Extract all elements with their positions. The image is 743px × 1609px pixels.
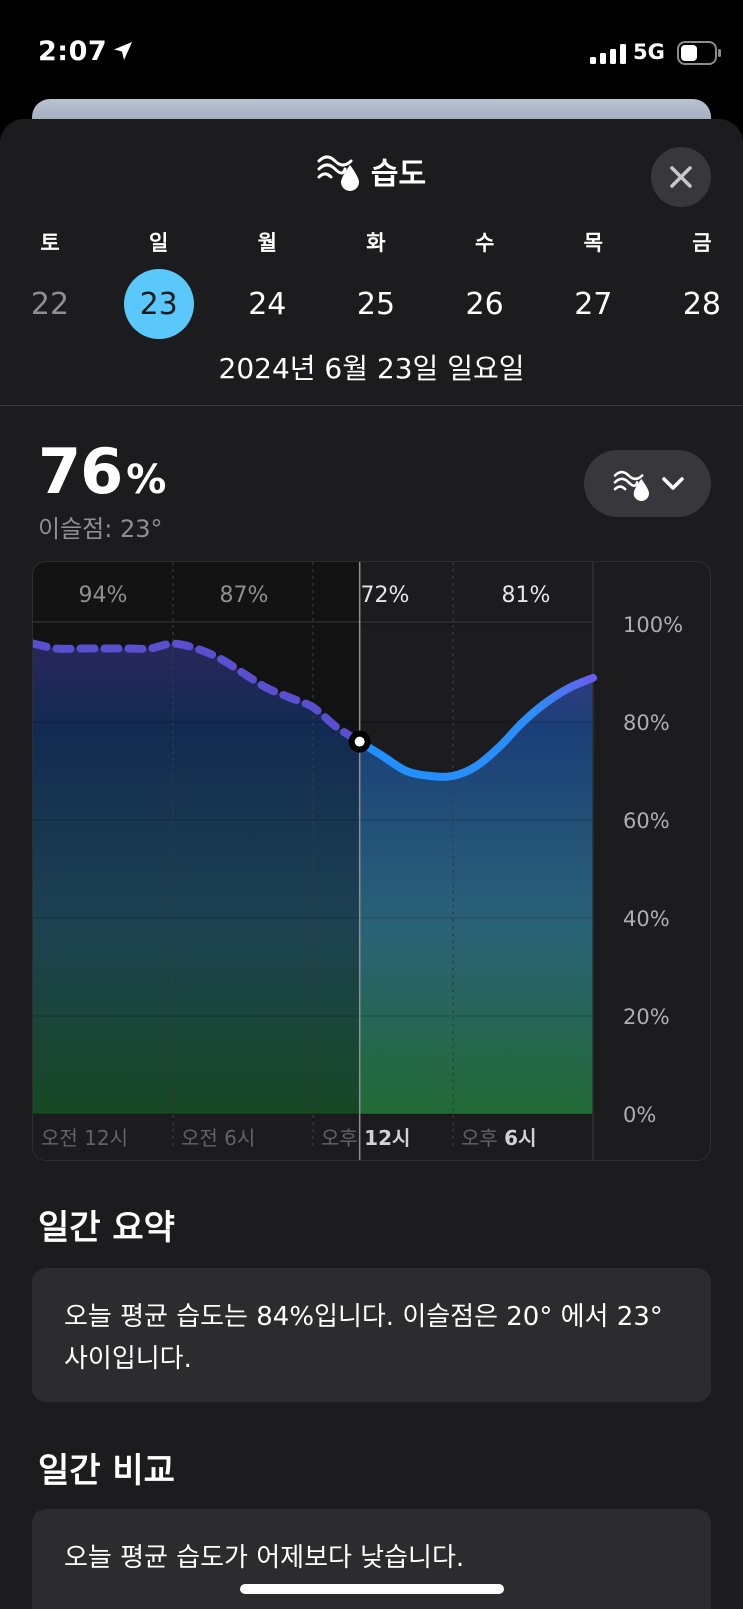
chevron-down-icon (661, 476, 684, 490)
current-humidity: 76% (38, 435, 166, 508)
network-type: 5G (633, 40, 665, 64)
humidity-icon (317, 155, 359, 191)
x-axis-tick-label: 오후 6시 (461, 1126, 537, 1150)
daily-summary-text: 오늘 평균 습도는 84%입니다. 이슬점은 20° 에서 23° 사이입니다. (64, 1302, 663, 1374)
weekday-label: 금 (692, 231, 712, 255)
date-picker-row: 22 23 24 25 26 27 28 (15, 269, 737, 339)
current-humidity-unit: % (126, 457, 166, 503)
date-button-23-selected[interactable]: 23 (123, 269, 194, 339)
sheet-header: 습도 토 일 월 화 수 목 금 22 23 24 25 26 27 28 20… (0, 119, 743, 409)
humidity-icon (613, 470, 649, 501)
daily-comparison-card: 오늘 평균 습도가 어제보다 낮습니다. (32, 1509, 711, 1609)
daily-comparison-text: 오늘 평균 습도가 어제보다 낮습니다. (64, 1543, 465, 1573)
date-button-27[interactable]: 27 (574, 286, 613, 322)
humidity-past-line (33, 639, 364, 746)
date-button-22[interactable]: 22 (30, 286, 70, 322)
y-axis-tick-label: 100% (623, 613, 683, 637)
weekday-label: 수 (474, 231, 495, 255)
weekday-label: 토 (40, 231, 60, 255)
date-button-28[interactable]: 28 (682, 286, 722, 322)
close-icon (670, 166, 692, 188)
weekday-row: 토 일 월 화 수 목 금 (15, 227, 737, 257)
humidity-sheet: 습도 토 일 월 화 수 목 금 22 23 24 25 26 27 28 20… (0, 119, 743, 1609)
date-button-24[interactable]: 24 (248, 286, 287, 322)
current-value-marker-inner (354, 736, 365, 747)
humidity-chart: 94% 87% 72% 81% 100% 80% 60% 40% 20% 0% 오전 12시 오전 6… (32, 561, 711, 1161)
daily-summary-card: 오늘 평균 습도는 84%입니다. 이슬점은 20° 에서 23° 사이입니다. (32, 1268, 711, 1402)
daily-summary-title: 일간 요약 (38, 1208, 175, 1248)
y-axis-tick-label: 60% (623, 809, 670, 833)
date-button-26[interactable]: 26 (465, 286, 504, 322)
close-button[interactable] (651, 147, 711, 207)
period-humidity-value: 87% (220, 583, 269, 608)
location-arrow-icon (114, 42, 132, 60)
sheet-title: 습도 (0, 149, 743, 193)
period-humidity-value: 72% (361, 583, 410, 608)
y-axis-tick-label: 0% (623, 1103, 656, 1127)
x-axis-tick-label: 오전 12시 (41, 1126, 128, 1150)
daily-comparison-title: 일간 비교 (38, 1451, 175, 1491)
past-dim-overlay (33, 562, 360, 1114)
y-axis-tick-label: 80% (623, 711, 670, 735)
full-date-label: 2024년 6월 23일 일요일 (218, 352, 525, 385)
sheet-title-text: 습도 (370, 157, 427, 192)
header-divider (0, 405, 743, 406)
x-axis-tick-label: 오전 6시 (181, 1126, 255, 1150)
y-axis-tick-label: 40% (623, 907, 670, 931)
date-button-25[interactable]: 25 (356, 286, 396, 322)
x-axis-tick-label: 오후 12시 (321, 1126, 410, 1150)
weekday-label: 목 (583, 231, 603, 255)
period-humidity-value: 81% (502, 583, 551, 608)
weekday-label: 월 (257, 231, 277, 255)
y-axis-tick-label: 20% (623, 1005, 670, 1029)
status-time: 2:07 (38, 36, 108, 67)
status-bar: 2:07 5G (0, 0, 743, 100)
home-indicator (240, 1584, 504, 1594)
humidity-chart-svg: 94% 87% 72% 81% 100% 80% 60% 40% 20% 0% 오전 12시 오전 6… (33, 562, 683, 1160)
cellular-signal-icon (590, 44, 626, 64)
dew-point-label: 이슬점: 23° (38, 515, 163, 543)
humidity-forecast-line (355, 673, 597, 781)
weekday-label: 화 (366, 231, 386, 255)
current-humidity-value: 76 (38, 435, 123, 508)
battery-icon (677, 41, 721, 65)
weekday-label: 일 (148, 231, 169, 255)
metric-selector-button[interactable] (584, 450, 711, 517)
period-humidity-value: 94% (79, 583, 128, 608)
